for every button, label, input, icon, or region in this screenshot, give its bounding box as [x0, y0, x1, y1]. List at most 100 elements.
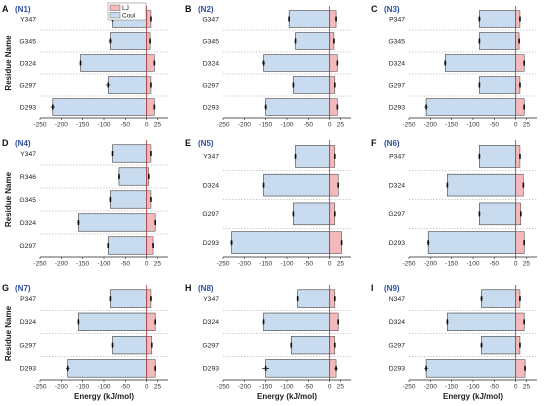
x-tick-label: 25 [337, 261, 345, 268]
category-label: G297 [19, 342, 36, 349]
x-tick-label: -100 [466, 384, 479, 391]
x-tick-label: 25 [154, 261, 162, 268]
x-tick-label: -200 [238, 122, 251, 129]
y-axis-title: Residue Name [4, 305, 13, 361]
x-axis-title: Energy (kJ/mol) [74, 392, 134, 401]
coul-bar [479, 145, 516, 168]
x-tick-label: -100 [466, 261, 479, 268]
category-label: P347 [389, 154, 405, 161]
x-tick-label: 0 [145, 122, 149, 129]
coul-bar [112, 335, 147, 355]
x-tick-label: 25 [337, 122, 345, 129]
lj-bar [515, 98, 525, 116]
lj-bar [146, 236, 154, 255]
category-label: Y347 [203, 296, 219, 303]
coul-bar [263, 312, 330, 332]
x-tick-label: -250 [33, 261, 46, 268]
x-tick-label: -150 [76, 384, 89, 391]
x-tick-label: 25 [523, 384, 531, 391]
x-tick-label: -50 [304, 261, 314, 268]
category-label: G297 [202, 342, 219, 349]
x-tick-label: -250 [402, 384, 415, 391]
coul-bar [297, 289, 330, 308]
coul-bar [288, 10, 330, 28]
coul-bar [295, 32, 330, 50]
category-label: G297 [388, 211, 405, 218]
legend-swatch-coul [109, 12, 121, 19]
category-label: D293 [203, 240, 219, 247]
category-label: G345 [19, 38, 36, 45]
x-tick-label: 0 [328, 122, 332, 129]
x-tick-label: -250 [402, 122, 415, 129]
x-tick-label: -150 [445, 384, 458, 391]
category-label: G345 [19, 197, 36, 204]
category-label: R346 [20, 174, 36, 181]
coul-bar [447, 312, 516, 332]
lj-bar [146, 213, 156, 232]
category-label: D293 [389, 104, 405, 111]
lj-bar [515, 312, 525, 331]
lj-bar [515, 359, 526, 378]
panel-letter: F [371, 138, 377, 148]
panel-name: (N1) [15, 5, 31, 14]
x-tick-label: -200 [424, 384, 437, 391]
category-label: G297 [202, 211, 219, 218]
coul-bar [479, 10, 516, 28]
category-label: G297 [388, 82, 405, 89]
panel-letter: E [185, 138, 191, 148]
coul-bar [107, 76, 147, 94]
panel-letter: B [185, 4, 192, 14]
coul-bar [425, 359, 516, 378]
x-tick-label: -150 [259, 122, 272, 129]
x-tick-label: -200 [238, 261, 251, 268]
coul-bar [110, 190, 147, 209]
category-label: G297 [19, 243, 36, 250]
coul-bar [479, 76, 516, 94]
panel-name: (N6) [384, 139, 400, 148]
lj-bar [515, 231, 525, 254]
coul-bar [479, 32, 516, 50]
panel-letter: H [185, 283, 192, 293]
x-tick-label: 0 [514, 384, 518, 391]
category-label: D324 [20, 220, 36, 227]
coul-bar [444, 54, 516, 72]
category-label: D324 [203, 60, 219, 67]
lj-bar [329, 98, 338, 116]
category-label: D324 [203, 182, 219, 189]
legend-label-coul: Coul [122, 13, 136, 20]
panel-f: F (N6) P347 D324 G297 D293 -250 -200 -150 -100 -50… [371, 138, 537, 268]
x-tick-label: -100 [280, 122, 293, 129]
category-label: D324 [20, 319, 36, 326]
coul-bar [263, 173, 330, 197]
lj-bar [329, 54, 338, 72]
coul-bar [425, 98, 516, 116]
category-label: G297 [202, 82, 219, 89]
legend-label-lj: LJ [122, 5, 129, 12]
x-tick-label: -200 [238, 384, 251, 391]
coul-bar [265, 98, 330, 116]
coul-bar [427, 231, 516, 254]
x-tick-label: 0 [514, 261, 518, 268]
x-tick-label: -100 [97, 261, 110, 268]
panel-a: A (N1) Residue Name Y347 G345 D324 G297 D293 -25… [2, 2, 168, 129]
category-label: G347 [202, 16, 219, 23]
category-label: Y347 [203, 154, 219, 161]
x-tick-label: 0 [145, 384, 149, 391]
coul-bar [112, 144, 147, 163]
x-tick-label: 25 [523, 122, 531, 129]
lj-bar [329, 312, 339, 331]
category-label: G297 [19, 82, 36, 89]
coul-bar [80, 54, 147, 72]
x-tick-label: -250 [33, 384, 46, 391]
coul-bar [52, 98, 147, 116]
lj-bar [146, 359, 156, 378]
x-tick-label: -100 [97, 384, 110, 391]
x-tick-label: -50 [121, 384, 131, 391]
category-label: D324 [389, 60, 405, 67]
x-tick-label: -150 [259, 261, 272, 268]
category-label: N347 [389, 296, 405, 303]
category-label: Y347 [20, 16, 36, 23]
panel-name: (N2) [198, 5, 214, 14]
x-tick-label: -150 [76, 122, 89, 129]
